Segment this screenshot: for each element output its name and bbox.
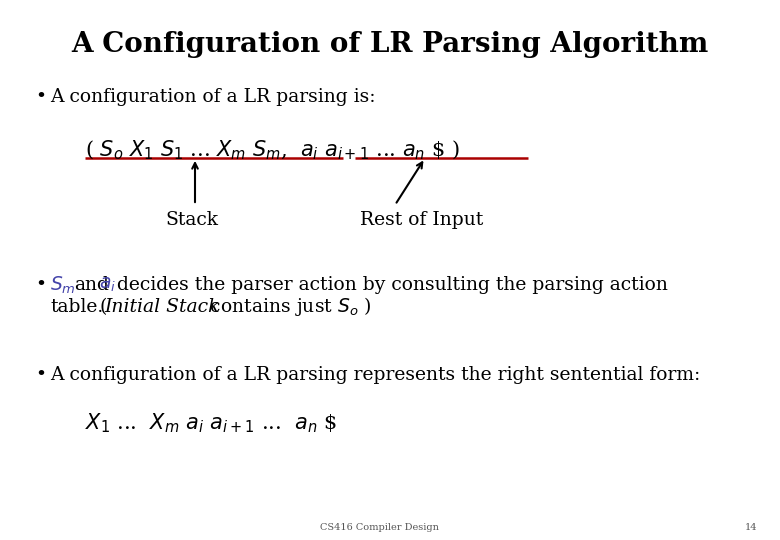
Text: Initial Stack: Initial Stack xyxy=(104,298,219,316)
Text: •: • xyxy=(35,88,46,106)
Text: decides the parser action by consulting the parsing action: decides the parser action by consulting … xyxy=(117,276,668,294)
Text: A Configuration of LR Parsing Algorithm: A Configuration of LR Parsing Algorithm xyxy=(72,31,708,58)
Text: A configuration of a LR parsing is:: A configuration of a LR parsing is: xyxy=(50,88,375,106)
Text: and: and xyxy=(74,276,109,294)
Text: ( $S_o$ $X_1$ $S_1$ ... $X_m$ $S_m$,  $a_i$ $a_{i+1}$ ... $a_n$ \$ ): ( $S_o$ $X_1$ $S_1$ ... $X_m$ $S_m$, $a_… xyxy=(85,138,459,161)
Text: table.: table. xyxy=(50,298,103,316)
Text: Stack: Stack xyxy=(165,211,218,229)
Text: $X_1$ ...  $X_m$ $a_i$ $a_{i+1}$ ...  $a_n$ \$: $X_1$ ... $X_m$ $a_i$ $a_{i+1}$ ... $a_n… xyxy=(85,411,337,435)
Text: A configuration of a LR parsing represents the right sentential form:: A configuration of a LR parsing represen… xyxy=(50,366,700,384)
Text: •: • xyxy=(35,366,46,384)
Text: $a_i$: $a_i$ xyxy=(99,276,116,294)
Text: (: ( xyxy=(94,298,108,316)
Text: Rest of Input: Rest of Input xyxy=(360,211,484,229)
Text: •: • xyxy=(35,276,46,294)
Text: CS416 Compiler Design: CS416 Compiler Design xyxy=(320,523,439,532)
Text: contains just $S_o$ ): contains just $S_o$ ) xyxy=(198,295,371,319)
Text: 14: 14 xyxy=(745,523,757,532)
Text: $S_m$: $S_m$ xyxy=(50,274,76,296)
